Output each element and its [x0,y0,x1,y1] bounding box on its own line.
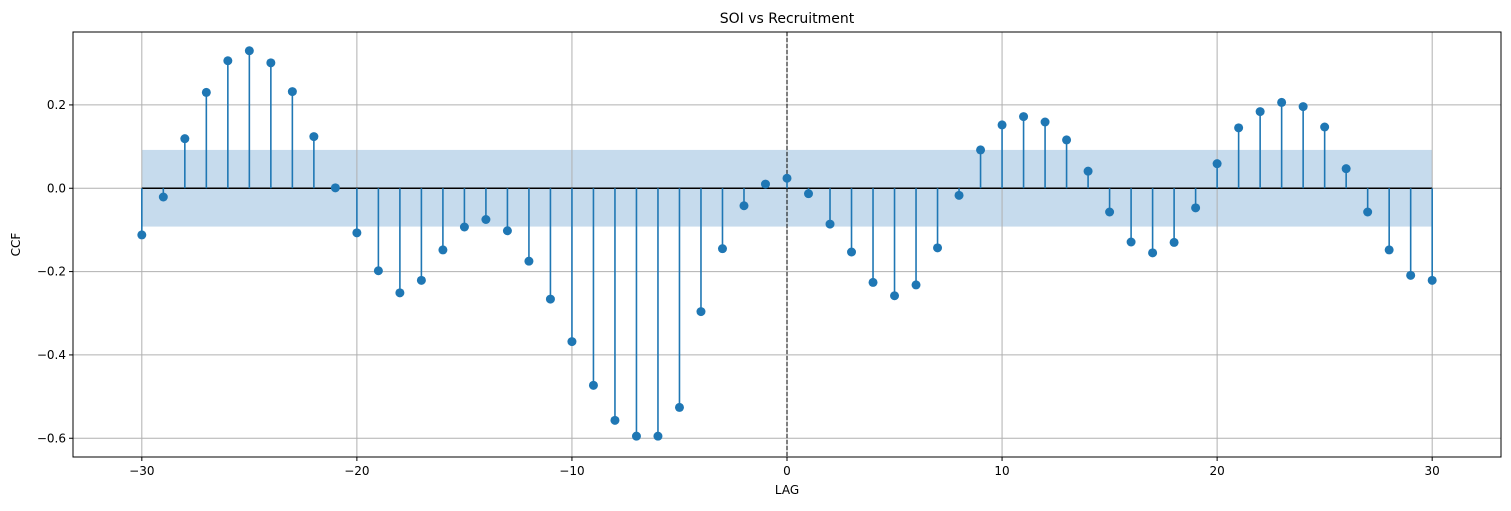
stem-marker [352,228,362,238]
stem-marker [760,179,770,189]
stem-marker [1384,245,1394,255]
stem-marker [717,244,727,254]
y-axis-title: CCF [9,233,23,257]
x-tick-label: 20 [1209,464,1224,478]
stem-marker [201,87,211,97]
marker-layer [137,46,1437,441]
stem-marker [610,415,620,425]
stem-marker [954,190,964,200]
stem-marker [309,132,319,142]
stem-marker [1169,237,1179,247]
stem-marker [545,294,555,304]
stem-marker [890,291,900,301]
stem-marker [1255,107,1265,117]
stem-marker [631,431,641,441]
x-tick-label: 10 [994,464,1009,478]
stem-marker [868,277,878,287]
stem-marker [244,46,254,56]
y-tick-label: −0.2 [37,265,66,279]
stem-marker [1341,164,1351,174]
stem-marker [1406,270,1416,280]
stem-marker [1040,117,1050,127]
x-tick-label: −20 [344,464,369,478]
stem-marker [287,87,297,97]
y-tick-label: −0.6 [37,431,66,445]
stem-marker [1019,112,1029,122]
stem-marker [739,201,749,211]
stem-marker [1320,122,1330,132]
x-tick-label: 30 [1425,464,1440,478]
stem-marker [416,275,426,285]
x-tick-label: −30 [129,464,154,478]
stem-marker [223,56,233,66]
x-tick-label: 0 [783,464,791,478]
stem-marker [438,245,448,255]
stem-marker [911,280,921,290]
stem-marker [1083,166,1093,176]
stem-marker [847,247,857,257]
stem-marker [1427,275,1437,285]
stem-marker [180,134,190,144]
stem-marker [696,307,706,317]
stem-marker [653,431,663,441]
stem-marker [1277,97,1287,107]
x-tick-layer: −30 −20 −10 0 10 20 30 [129,457,1440,478]
stem-marker [1363,207,1373,217]
chart-title: SOI vs Recruitment [720,11,855,27]
stem-marker [137,230,147,240]
x-tick-label: −10 [559,464,584,478]
stem-marker [933,243,943,253]
stem-marker [373,266,383,276]
stem-marker [502,226,512,236]
stem-marker [158,192,168,202]
stem-marker [804,189,814,199]
stem-marker [997,120,1007,130]
stem-marker [459,222,469,232]
y-tick-label: −0.4 [37,348,66,362]
stem-marker [567,337,577,347]
stem-marker [1298,102,1308,112]
stem-marker [1148,248,1158,258]
stem-marker [674,402,684,412]
y-tick-label: 0.2 [47,98,66,112]
stem-marker [825,219,835,229]
stem-marker [1105,207,1115,217]
stem-marker [330,183,340,193]
stem-marker [1126,237,1136,247]
stem-marker [976,145,986,155]
stem-marker [395,288,405,298]
stem-marker [1191,203,1201,213]
x-axis-title: LAG [775,483,799,497]
stem-marker [266,58,276,68]
stem-marker [481,215,491,224]
stem-marker [1212,159,1222,169]
stem-marker [1062,135,1072,145]
stem-marker [782,173,792,183]
stem-marker [524,256,534,266]
stem-marker [588,380,598,390]
stem-marker [1234,123,1244,133]
y-tick-layer: −0.6 −0.4 −0.2 0.0 0.2 [37,98,73,445]
y-tick-label: 0.0 [47,181,66,195]
